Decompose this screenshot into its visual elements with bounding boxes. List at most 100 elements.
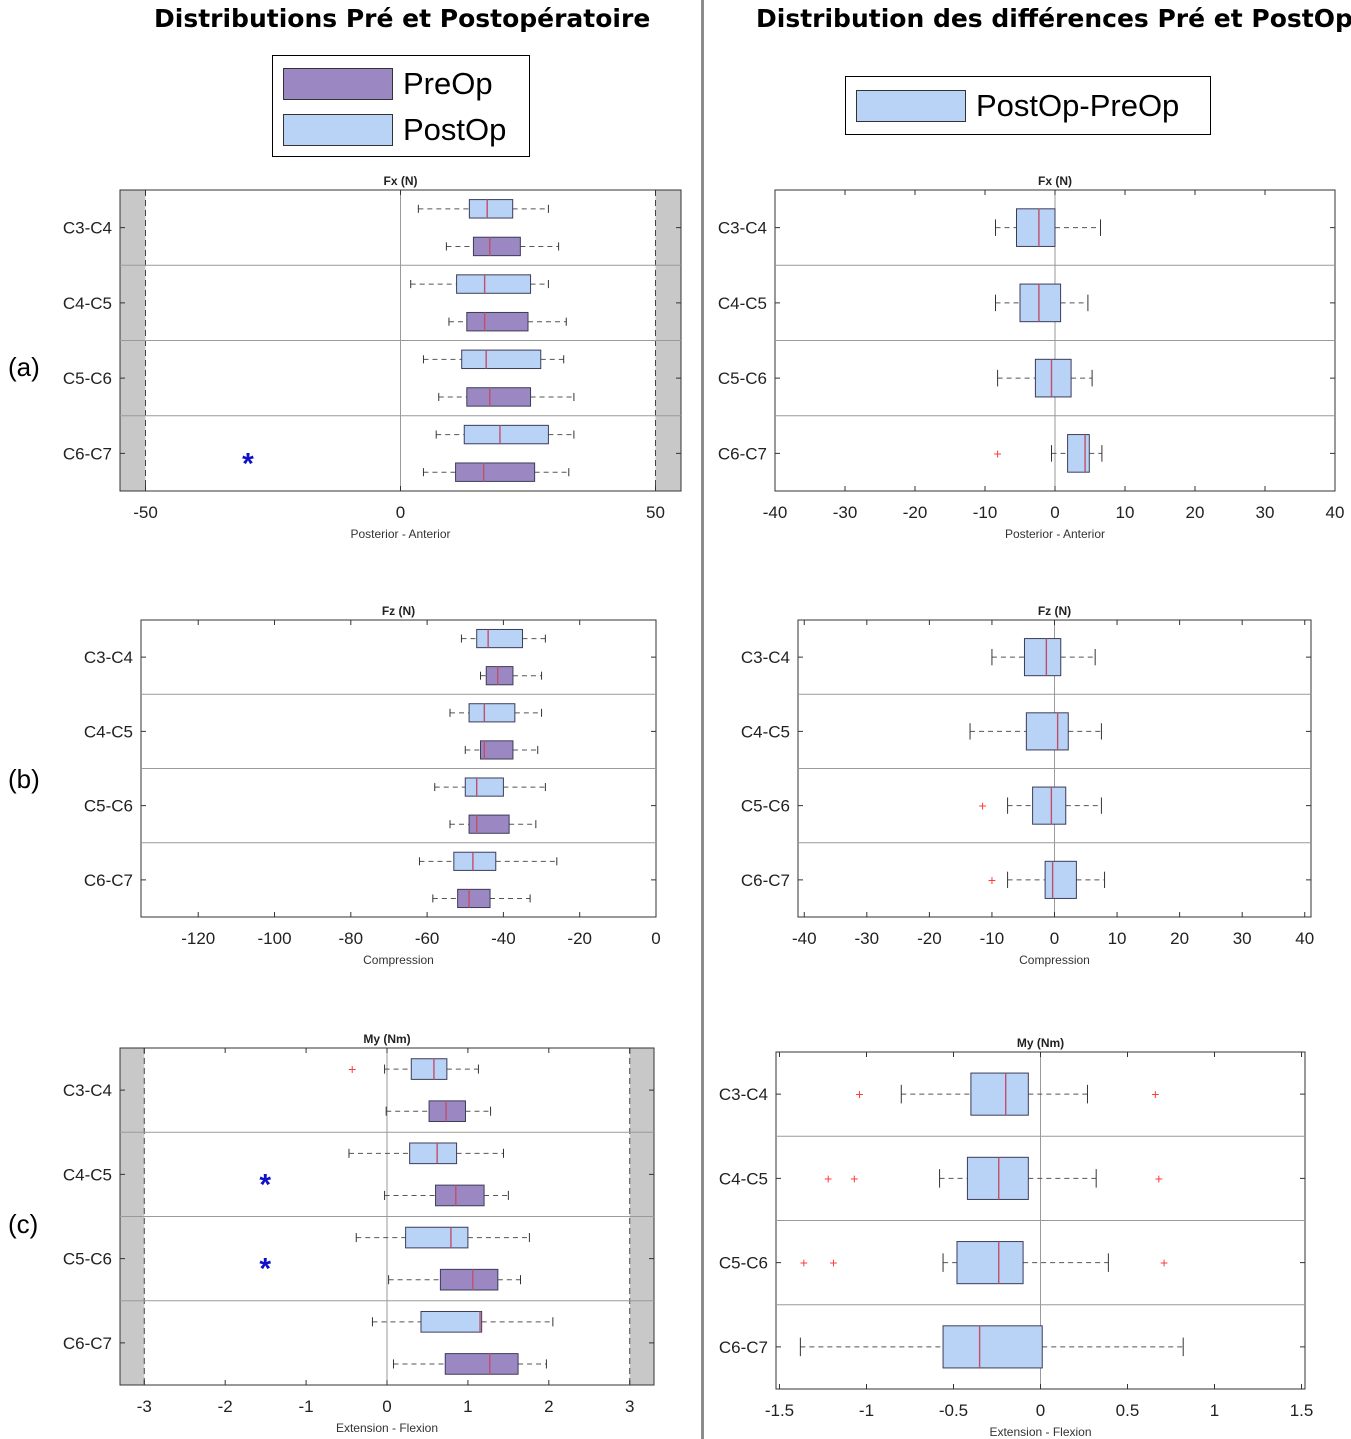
x-tick-label: 40 [1326, 503, 1345, 522]
x-tick-label: -50 [133, 503, 158, 522]
box-iqr [466, 387, 532, 407]
box-postop-preop-c4-c5: + + + [824, 1156, 1163, 1200]
x-tick-label: 0 [1036, 1401, 1045, 1420]
x-tick-label: 30 [1233, 929, 1252, 948]
box-iqr [1032, 786, 1067, 825]
box-postop-preop-c5-c6 [997, 358, 1093, 398]
box-postop-preop-c3-c4: + + [855, 1072, 1159, 1116]
y-tick-label: C4-C5 [719, 1169, 768, 1188]
box-postop-preop-c6-c7: + [988, 860, 1106, 899]
box-iqr [453, 851, 497, 871]
box-iqr [472, 236, 521, 257]
box-preop-c5-c6 [388, 1268, 521, 1291]
column-divider [701, 0, 704, 1439]
y-tick-label: C3-C4 [741, 648, 790, 667]
y-tick-label: C4-C5 [63, 1165, 112, 1184]
outlier-marker: + [1160, 1255, 1168, 1271]
chart-title: Fx (N) [384, 174, 418, 188]
x-tick-label: -40 [763, 503, 788, 522]
x-tick-label: 0 [382, 1397, 391, 1416]
box-preop-c5-c6 [438, 387, 575, 407]
panel-label-b: (b) [8, 764, 40, 794]
x-tick-label: 50 [646, 503, 665, 522]
x-axis-label: Compression [363, 953, 434, 967]
outlier-marker: + [994, 445, 1002, 461]
x-tick-label: 20 [1186, 503, 1205, 522]
x-axis-label: Extension - Flexion [336, 1421, 438, 1435]
legend-swatch-difference [856, 90, 966, 122]
significance-asterisk: * [259, 1168, 271, 1201]
y-tick-label: C3-C4 [84, 648, 133, 667]
x-tick-label: 0 [1050, 929, 1059, 948]
legend-swatch-preop [283, 68, 393, 100]
box-iqr [970, 1072, 1029, 1116]
box-postop-preop-c5-c6: + [978, 786, 1102, 825]
x-tick-label: 0 [396, 503, 405, 522]
box-iqr [463, 424, 549, 445]
outlier-marker: + [800, 1255, 808, 1271]
box-postop-preop-c6-c7: + [994, 434, 1103, 473]
x-tick-label: 1 [463, 1397, 472, 1416]
outlier-marker: + [348, 1061, 356, 1077]
legend-label-preop: PreOp [403, 66, 493, 101]
y-tick-label: C5-C6 [718, 369, 767, 388]
y-tick-label: C4-C5 [63, 294, 112, 313]
chart-title: Fz (N) [382, 604, 415, 618]
chart-6: My (Nm) -1.5 -1 -0.5 0 0.5 1 1.5 Extension - Fle… [719, 1036, 1313, 1439]
box-iqr [468, 814, 510, 834]
outlier-marker: + [850, 1170, 858, 1186]
box-postop-c6-c7 [371, 1310, 554, 1333]
legend-label-difference: PostOp-PreOp [976, 88, 1180, 123]
chart-2: Fz (N) -120 -100 -80 -60 -40 -20 0 Compression C3… [84, 604, 661, 967]
box-preop-c3-c4 [385, 1100, 492, 1123]
box-postop-c4-c5 [348, 1142, 505, 1165]
x-tick-label: 10 [1108, 929, 1127, 948]
outlier-marker: + [988, 872, 996, 888]
box-iqr [455, 462, 536, 482]
x-tick-label: -10 [973, 503, 998, 522]
outlier-marker: + [829, 1255, 837, 1271]
box-iqr [461, 349, 542, 370]
chart-1: Fx (N) -50 0 50 Posterior - Anterior C3-C4 C4-… [63, 174, 682, 541]
x-tick-label: -1 [299, 1397, 314, 1416]
x-tick-label: 1 [1210, 1401, 1219, 1420]
box-iqr [1025, 712, 1069, 751]
x-axis-label: Extension - Flexion [989, 1425, 1091, 1439]
x-tick-label: 0 [651, 929, 660, 948]
y-tick-label: C3-C4 [719, 1085, 768, 1104]
x-tick-label: -20 [903, 503, 928, 522]
y-tick-label: C5-C6 [719, 1254, 768, 1273]
box-preop-c4-c5 [448, 311, 567, 332]
chart-4: Fx (N) -40 -30 -20 -10 0 10 20 30 40 Posterior - A… [718, 174, 1345, 541]
box-iqr [942, 1325, 1043, 1369]
box-postop-c5-c6 [355, 1226, 530, 1249]
y-tick-label: C3-C4 [63, 219, 112, 238]
legend-item-preop: PreOp [283, 66, 493, 102]
x-axis-label: Posterior - Anterior [350, 527, 450, 541]
box-preop-c6-c7 [392, 1353, 547, 1375]
chart-title: My (Nm) [363, 1032, 410, 1046]
box-preop-c6-c7 [432, 888, 531, 909]
chart-3: My (Nm) -3 -2 -1 0 1 2 3 Extension - Flexion C3-C… [63, 1032, 655, 1435]
box-iqr [485, 666, 514, 686]
box-postop-preop-c6-c7 [799, 1325, 1184, 1369]
box-iqr [444, 1353, 519, 1375]
box-iqr [405, 1226, 469, 1249]
box-postop-preop-c5-c6: + + + [800, 1241, 1168, 1285]
x-tick-label: -60 [415, 929, 440, 948]
box-iqr [439, 1268, 499, 1291]
outlier-marker: + [978, 798, 986, 814]
chart-title: My (Nm) [1017, 1036, 1064, 1050]
outlier-marker: + [1151, 1086, 1159, 1102]
box-iqr [1067, 434, 1090, 473]
chart-title: Fz (N) [1038, 604, 1071, 618]
box-iqr [1016, 208, 1056, 247]
box-postop-c3-c4: + [348, 1058, 479, 1080]
x-axis-label: Compression [1019, 953, 1090, 967]
y-tick-label: C5-C6 [741, 797, 790, 816]
legend-label-postop: PostOp [403, 112, 507, 147]
box-iqr [420, 1310, 483, 1333]
x-tick-label: 10 [1116, 503, 1135, 522]
significance-asterisk: * [242, 447, 254, 480]
chart-title: Fx (N) [1038, 174, 1072, 188]
